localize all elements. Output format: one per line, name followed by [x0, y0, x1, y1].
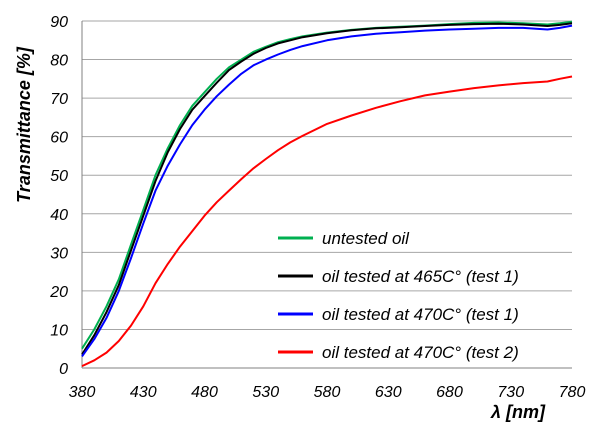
y-tick-label-50: 50	[50, 168, 68, 185]
x-tick-label-530: 530	[252, 384, 279, 401]
x-tick-label-580: 580	[314, 384, 341, 401]
y-tick-label-40: 40	[50, 207, 68, 224]
chart-legend: untested oil oil tested at 465C° (test 1)…	[278, 229, 519, 362]
x-axis-title: λ [nm]	[490, 402, 546, 422]
y-tick-label-30: 30	[50, 245, 68, 262]
x-tick-label-780: 780	[559, 384, 586, 401]
y-tick-labels: 0 10 20 30 40 50 60 70 80 90	[49, 14, 68, 378]
y-tick-label-0: 0	[59, 361, 68, 378]
y-tick-label-80: 80	[50, 53, 68, 70]
series-line-3	[81, 24, 573, 357]
series-line-1	[81, 20, 573, 350]
y-tick-label-20: 20	[49, 284, 68, 301]
legend-label-3: oil tested at 470C° (test 1)	[322, 305, 519, 324]
y-tick-label-10: 10	[50, 322, 68, 339]
legend-label-1: untested oil	[322, 229, 410, 248]
y-axis-title: Transmittance [%]	[14, 46, 34, 203]
legend-label-2: oil tested at 465C° (test 1)	[322, 267, 519, 286]
series-line-2	[81, 22, 573, 356]
x-tick-labels: 380 430 480 530 580 630 680 730 780	[69, 384, 586, 401]
y-tick-label-60: 60	[50, 130, 68, 147]
legend-label-4: oil tested at 470C° (test 2)	[322, 343, 519, 362]
series-line-4	[81, 75, 573, 368]
x-tick-label-680: 680	[436, 384, 463, 401]
x-tick-label-630: 630	[375, 384, 402, 401]
x-tick-label-730: 730	[497, 384, 524, 401]
x-tick-label-380: 380	[69, 384, 96, 401]
series-lines	[81, 20, 573, 368]
x-tick-label-480: 480	[191, 384, 218, 401]
x-tick-label-430: 430	[130, 384, 157, 401]
chart-axes	[81, 21, 572, 369]
y-tick-label-90: 90	[50, 14, 68, 31]
y-tick-label-70: 70	[50, 91, 68, 108]
